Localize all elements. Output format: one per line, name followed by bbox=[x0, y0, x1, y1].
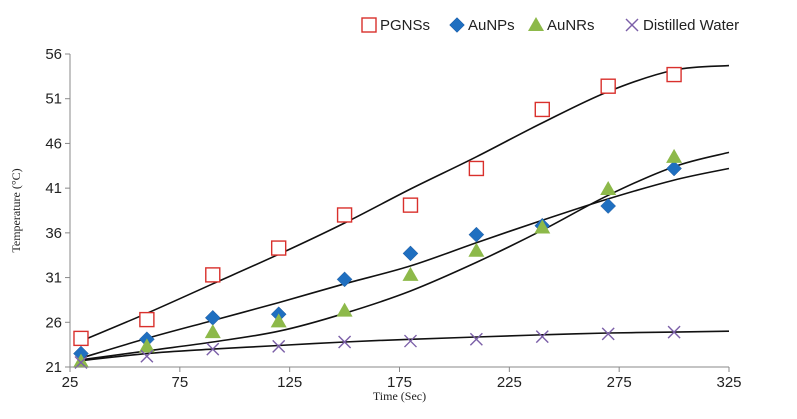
x-tick-label: 275 bbox=[607, 374, 632, 391]
x-tick-label: 75 bbox=[171, 374, 188, 391]
legend-marker-aunps bbox=[449, 17, 465, 33]
trendline-distilled-water bbox=[80, 330, 730, 362]
legend-item-aunps: AuNPs bbox=[449, 17, 515, 34]
series-pgnss bbox=[73, 66, 682, 347]
point-aunrs bbox=[270, 313, 287, 328]
legend-marker-aunrs bbox=[528, 17, 544, 31]
axes bbox=[69, 54, 729, 368]
point-aunps bbox=[402, 245, 419, 262]
point-aunrs bbox=[666, 148, 683, 163]
legend-label: PGNSs bbox=[380, 17, 430, 34]
point-distilled-water bbox=[667, 325, 681, 339]
point-aunrs bbox=[600, 181, 617, 196]
point-distilled-water bbox=[601, 327, 615, 341]
y-tick-label: 51 bbox=[45, 91, 62, 108]
trendlines bbox=[80, 64, 730, 362]
x-tick-labels: 25 75 125 175 225 275 325 bbox=[62, 367, 742, 391]
x-tick-label: 125 bbox=[277, 374, 302, 391]
point-pgnss bbox=[139, 311, 155, 328]
point-pgnss bbox=[666, 66, 682, 83]
legend-label: AuNPs bbox=[468, 17, 515, 34]
point-aunps bbox=[468, 226, 485, 243]
point-aunrs bbox=[468, 242, 485, 257]
point-pgnss bbox=[73, 330, 89, 347]
point-pgnss bbox=[205, 267, 221, 283]
y-axis-title: Temperature (°C) bbox=[9, 168, 23, 252]
legend-item-pgnss: PGNSs bbox=[361, 17, 430, 34]
y-tick-label: 26 bbox=[45, 314, 62, 331]
legend: PGNSs AuNPs AuNRs Distilled Water bbox=[361, 17, 739, 34]
y-tick-label: 36 bbox=[45, 225, 62, 242]
point-pgnss bbox=[600, 78, 616, 94]
trendline-aunrs bbox=[80, 151, 730, 361]
legend-marker-pgnss bbox=[361, 17, 377, 33]
point-aunrs bbox=[138, 338, 155, 353]
y-tick-label: 46 bbox=[45, 135, 62, 152]
point-aunps bbox=[336, 271, 353, 288]
y-tick-labels: 21 26 31 36 41 46 51 56 bbox=[45, 46, 70, 376]
legend-label: Distilled Water bbox=[643, 17, 739, 34]
x-axis-title: Time (Sec) bbox=[373, 389, 426, 403]
legend-item-aunrs: AuNRs bbox=[528, 17, 595, 34]
x-tick-label: 225 bbox=[497, 374, 522, 391]
point-distilled-water bbox=[338, 335, 352, 349]
series-aunps bbox=[73, 160, 682, 362]
x-tick-label: 175 bbox=[387, 374, 412, 391]
y-tick-label: 31 bbox=[45, 270, 62, 287]
legend-label: AuNRs bbox=[547, 17, 595, 34]
point-pgnss bbox=[270, 240, 287, 256]
point-pgnss bbox=[402, 197, 419, 213]
trendline-pgnss bbox=[80, 64, 730, 342]
point-aunps bbox=[204, 309, 221, 326]
point-aunrs bbox=[336, 302, 353, 317]
point-aunrs bbox=[204, 324, 221, 339]
y-tick-label: 56 bbox=[45, 46, 62, 63]
series-aunrs bbox=[72, 148, 683, 368]
trendline-aunps bbox=[80, 167, 730, 359]
data-markers bbox=[72, 66, 683, 370]
point-aunrs bbox=[72, 353, 89, 368]
point-pgnss bbox=[336, 207, 353, 223]
x-tick-label: 325 bbox=[716, 374, 741, 391]
point-distilled-water bbox=[206, 342, 220, 356]
x-tick-label: 25 bbox=[62, 374, 79, 391]
point-distilled-water bbox=[535, 330, 549, 344]
point-distilled-water bbox=[469, 332, 483, 346]
point-aunps bbox=[666, 160, 682, 177]
legend-item-distilled-water: Distilled Water bbox=[625, 17, 739, 34]
point-aunrs bbox=[534, 219, 551, 234]
point-pgnss bbox=[534, 101, 550, 118]
y-tick-label: 21 bbox=[45, 359, 62, 376]
point-aunps bbox=[600, 198, 617, 214]
point-pgnss bbox=[468, 160, 485, 177]
point-distilled-water bbox=[140, 349, 154, 363]
point-distilled-water bbox=[272, 339, 286, 353]
point-aunrs bbox=[402, 266, 419, 281]
y-tick-label: 41 bbox=[45, 180, 62, 197]
legend-marker-distilled-water bbox=[625, 18, 639, 32]
point-distilled-water bbox=[403, 334, 417, 348]
